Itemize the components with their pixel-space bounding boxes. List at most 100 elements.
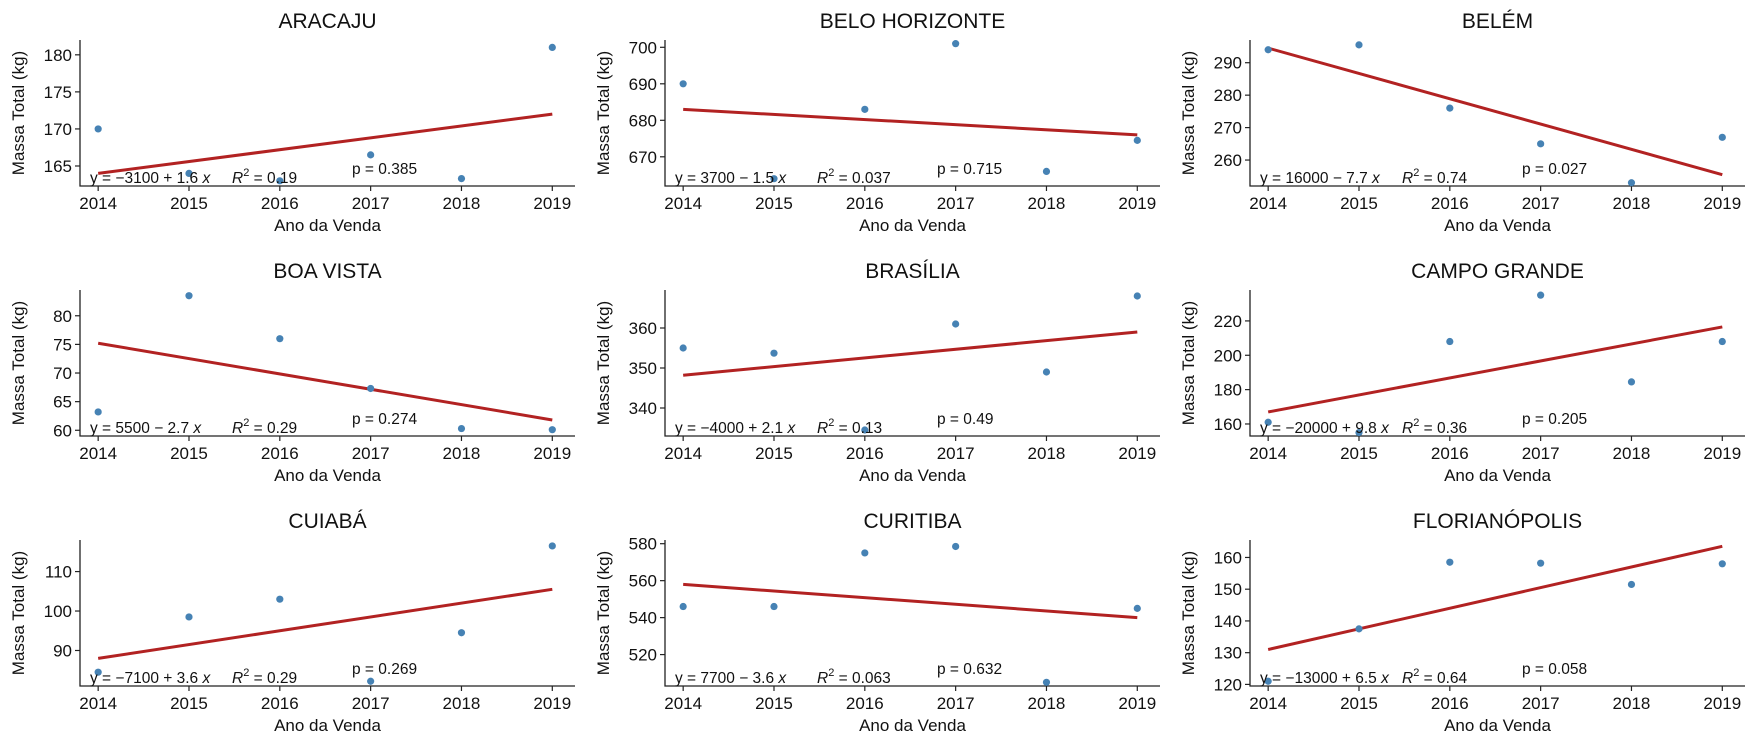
y-tick-label: 580 — [629, 535, 657, 554]
x-tick-label: 2018 — [443, 694, 481, 713]
x-tick-label: 2019 — [1118, 444, 1156, 463]
equation-body: y = 16000 − 7.7 — [1260, 170, 1372, 187]
data-point — [367, 384, 375, 393]
p-value: p = 0.205 — [1522, 411, 1587, 428]
data-point — [1133, 292, 1141, 300]
y-tick-label: 160 — [1214, 548, 1242, 567]
equation-variable: x — [201, 170, 211, 187]
y-tick-label: 180 — [1214, 381, 1242, 400]
y-tick-label: 350 — [629, 359, 657, 378]
y-tick-label: 75 — [53, 335, 72, 354]
r-squared-value: = 0.29 — [249, 670, 297, 687]
x-tick-label: 2014 — [79, 444, 117, 463]
y-tick-label: 540 — [629, 609, 657, 628]
y-tick-label: 70 — [53, 364, 72, 383]
x-tick-label: 2019 — [1703, 194, 1741, 213]
r-squared-symbol: R — [1402, 670, 1413, 687]
data-point — [679, 80, 687, 88]
y-tick-label: 150 — [1214, 580, 1242, 599]
equation-variable: x — [786, 420, 796, 437]
data-point — [679, 344, 687, 352]
r-squared-symbol: R — [817, 670, 828, 687]
data-point — [457, 174, 466, 183]
r-squared: R2 = 0.36 — [1402, 417, 1467, 437]
data-point — [1627, 580, 1636, 589]
x-tick-label: 2015 — [1340, 694, 1378, 713]
data-point — [1537, 291, 1545, 299]
y-axis-title: Massa Total (kg) — [594, 51, 613, 175]
equation-body: y = 5500 − 2.7 — [90, 420, 193, 437]
x-tick-label: 2014 — [79, 194, 117, 213]
panel-belo-horizonte: BELO HORIZONTE 670 680 690 700 2014 2015 2016 20… — [594, 10, 1160, 235]
panel-curitiba: CURITIBA 520 540 560 580 2014 2015 2016 2017 2018… — [594, 510, 1160, 735]
panel-cuiabá: CUIABÁ 90 100 110 2014 2015 2016 2017 2018 2019 An… — [9, 510, 575, 735]
data-point — [548, 542, 556, 550]
panel-title: ARACAJU — [278, 10, 376, 33]
data-point — [1627, 378, 1636, 386]
panel-title: CUIABÁ — [288, 510, 366, 533]
x-tick-label: 2016 — [261, 194, 299, 213]
x-tick-label: 2015 — [170, 194, 208, 213]
p-value: p = 0.058 — [1522, 661, 1587, 678]
y-tick-label: 520 — [629, 646, 657, 665]
p-value: p = 0.632 — [937, 661, 1002, 678]
data-point — [185, 292, 193, 300]
data-point — [1264, 46, 1272, 54]
r-squared: R2 = 0.74 — [1402, 167, 1468, 187]
equation-body: y = −4000 + 2.1 — [675, 420, 787, 437]
data-point — [1446, 104, 1454, 112]
regression-line — [1267, 544, 1723, 651]
x-axis-title: Ano da Venda — [859, 216, 966, 235]
equation-variable: x — [1380, 670, 1390, 687]
panel-title: BRASÍLIA — [865, 260, 960, 283]
r-squared: R2 = 0.063 — [817, 667, 891, 687]
y-tick-label: 160 — [1214, 415, 1242, 434]
data-point — [276, 335, 284, 343]
p-value: p = 0.027 — [1522, 161, 1587, 178]
axis-lines — [79, 540, 575, 687]
x-tick-label: 2015 — [170, 694, 208, 713]
y-axis-title: Massa Total (kg) — [1179, 51, 1198, 175]
x-tick-label: 2014 — [664, 694, 702, 713]
y-tick-label: 560 — [629, 572, 657, 591]
axis-lines — [79, 290, 575, 437]
x-tick-label: 2016 — [261, 444, 299, 463]
axis-lines — [664, 540, 1160, 687]
regression-equation: y = 3700 − 1.5 x — [675, 170, 787, 187]
data-point — [1133, 136, 1141, 144]
regression-line — [97, 112, 553, 175]
regression-line — [1267, 325, 1723, 414]
x-tick-label: 2016 — [846, 694, 884, 713]
y-axis-title: Massa Total (kg) — [594, 551, 613, 675]
equation-body: y = −3100 + 1.6 — [90, 170, 202, 187]
data-point — [1264, 418, 1272, 426]
data-point — [770, 175, 778, 183]
panel-brasília: BRASÍLIA 340 350 360 2014 2015 2016 2017 2018 201… — [594, 260, 1160, 485]
x-axis-title: Ano da Venda — [274, 466, 381, 485]
x-axis-title: Ano da Venda — [1444, 216, 1551, 235]
data-point — [1264, 677, 1272, 685]
y-tick-label: 120 — [1214, 675, 1242, 694]
data-point — [1042, 678, 1051, 686]
regression-equation: y = −3100 + 1.6 x — [90, 170, 211, 187]
y-tick-label: 700 — [629, 38, 657, 57]
data-point — [457, 424, 466, 433]
data-point — [276, 177, 284, 185]
data-point — [861, 105, 869, 113]
panel-campo-grande: CAMPO GRANDE 160 180 200 220 2014 2015 2016 2017… — [1179, 260, 1745, 485]
equation-body: y = 3700 − 1.5 — [675, 170, 778, 187]
r-squared-symbol: R — [817, 170, 828, 187]
panel-aracaju: ARACAJU 165 170 175 180 2014 2015 2016 2017 2018 2… — [9, 10, 575, 235]
r-squared: R2 = 0.13 — [817, 417, 882, 437]
regression-equation: y = −13000 + 6.5 x — [1260, 670, 1390, 687]
panel-title: BELÉM — [1462, 10, 1533, 33]
data-point — [861, 426, 869, 434]
x-tick-label: 2019 — [1118, 194, 1156, 213]
regression-equation: y = 5500 − 2.7 x — [90, 420, 202, 437]
panel-title: CURITIBA — [863, 510, 961, 533]
y-tick-label: 165 — [44, 157, 72, 176]
y-tick-label: 110 — [45, 563, 72, 582]
data-point — [1627, 179, 1636, 187]
x-tick-label: 2017 — [937, 194, 975, 213]
